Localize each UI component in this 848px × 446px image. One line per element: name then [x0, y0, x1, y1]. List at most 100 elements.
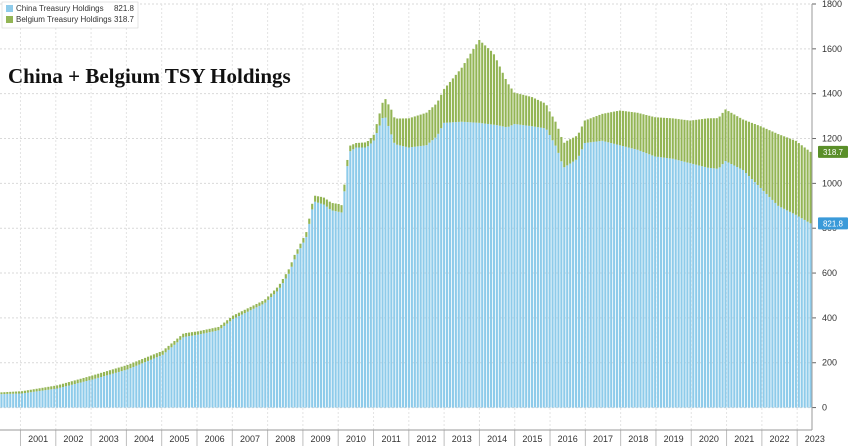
bar-china — [91, 379, 94, 408]
bar-belgium — [736, 116, 739, 167]
bar-china — [536, 127, 539, 408]
bar-belgium — [317, 196, 320, 203]
bar-belgium — [264, 299, 267, 303]
bar-china — [208, 332, 211, 408]
bar-china — [325, 206, 328, 408]
bar-china — [604, 141, 607, 408]
bar-china — [402, 146, 405, 408]
bar-belgium — [270, 293, 273, 298]
bar-china — [563, 167, 566, 408]
y-tick-label: 1400 — [822, 89, 842, 99]
bar-belgium — [349, 145, 352, 152]
bar-belgium — [88, 376, 91, 381]
bar-belgium — [26, 390, 29, 393]
bar-belgium — [243, 309, 246, 314]
bar-china — [35, 391, 38, 408]
bar-belgium — [281, 278, 284, 284]
bar-belgium — [569, 139, 572, 164]
bar-belgium — [146, 356, 150, 361]
bar-belgium — [284, 274, 287, 279]
bar-china — [275, 291, 279, 408]
bar-china — [193, 335, 196, 408]
bar-china — [545, 129, 548, 408]
bar-belgium — [390, 109, 393, 135]
bar-belgium — [774, 132, 777, 203]
bar-china — [146, 360, 150, 408]
bar-china — [32, 391, 35, 408]
bar-china — [328, 208, 331, 408]
bar-china — [721, 164, 724, 408]
bar-china — [636, 149, 639, 408]
bar-belgium — [267, 296, 270, 300]
bar-china — [267, 299, 270, 408]
bar-belgium — [152, 354, 155, 359]
bar-china — [41, 390, 44, 408]
x-tick-label: 2016 — [558, 434, 578, 444]
bar-belgium — [522, 94, 525, 126]
bar-belgium — [563, 142, 566, 168]
bar-belgium — [648, 115, 651, 155]
bar-china — [255, 307, 258, 408]
bar-belgium — [155, 353, 158, 358]
bar-belgium — [448, 81, 452, 123]
bar-china — [246, 311, 249, 408]
last-value-tag: 821.8 — [818, 217, 848, 230]
bar-belgium — [199, 330, 202, 335]
bar-belgium — [352, 144, 355, 150]
bar-belgium — [50, 386, 53, 390]
bar-china — [293, 259, 296, 408]
bar-belgium — [182, 333, 185, 338]
bar-china — [583, 142, 586, 408]
bar-belgium — [217, 326, 220, 331]
bar-belgium — [15, 391, 18, 394]
bar-china — [677, 160, 680, 408]
bar-belgium — [794, 140, 797, 215]
bar-belgium — [654, 117, 657, 157]
bar-belgium — [583, 120, 586, 143]
bar-belgium — [662, 117, 666, 158]
bar-china — [64, 386, 68, 408]
bar-china — [103, 376, 106, 408]
bar-belgium — [762, 127, 765, 191]
bar-china — [580, 149, 583, 408]
bar-belgium — [566, 140, 569, 166]
bar-belgium — [577, 132, 581, 156]
bar-belgium — [73, 380, 76, 385]
bar-belgium — [472, 49, 475, 123]
bar-belgium — [572, 137, 575, 162]
x-tick-label: 2010 — [346, 434, 366, 444]
bar-china — [366, 146, 369, 408]
bar-belgium — [513, 92, 516, 124]
bar-china — [554, 145, 557, 408]
bar-china — [73, 384, 76, 408]
bar-belgium — [680, 119, 683, 161]
bar-china — [231, 318, 235, 408]
bar-china — [226, 323, 229, 408]
bar-china — [67, 385, 70, 408]
bar-belgium — [211, 328, 214, 332]
bar-china — [114, 372, 117, 408]
bar-china — [598, 141, 601, 408]
bar-belgium — [607, 112, 610, 143]
bar-belgium — [132, 362, 135, 367]
bar-belgium — [381, 102, 384, 119]
bar-china — [299, 248, 302, 408]
last-value-tags: 318.7 821.8 — [818, 145, 848, 230]
bar-belgium — [35, 388, 38, 392]
bar-belgium — [771, 131, 774, 200]
bar-china — [372, 140, 375, 408]
bar-china — [703, 166, 707, 408]
bar-belgium — [545, 105, 548, 130]
bar-china — [76, 383, 79, 408]
bar-china — [469, 122, 472, 408]
bar-belgium — [299, 243, 302, 249]
bar-china — [179, 339, 182, 408]
x-tick-label: 2014 — [487, 434, 507, 444]
bar-belgium — [360, 142, 364, 148]
x-tick-label: 2015 — [522, 434, 542, 444]
bar-belgium — [378, 113, 381, 126]
bar-china — [26, 392, 29, 408]
y-tick-label: 200 — [822, 358, 837, 368]
bar-belgium — [689, 120, 692, 164]
